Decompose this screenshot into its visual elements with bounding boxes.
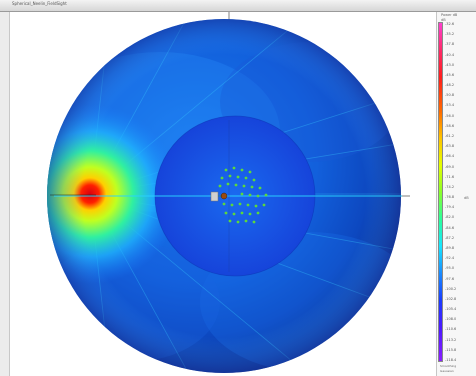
colorbar-tick-label: -89.8 xyxy=(445,246,455,250)
colorbar-gradient xyxy=(438,22,443,362)
colorbar-tick-label: -45.6 xyxy=(445,72,455,77)
colorbar-tick-label: -113.2 xyxy=(445,337,457,342)
legend-footer-line-2: Gaussian xyxy=(440,369,454,373)
colorbar-tick-label: -63.8 xyxy=(445,144,455,149)
colorbar-tick-label: -115.8 xyxy=(445,347,457,352)
3d-viewport[interactable] xyxy=(10,12,436,376)
colorbar-tick-label: -102.8 xyxy=(445,296,457,301)
colorbar-ticks: -32.6 -35.2 -37.8 -40.4 -43.0 -45.6 -48.2 -50.8… xyxy=(445,22,475,362)
colorbar-tick-label: -43.0 xyxy=(445,62,455,67)
colorbar-tick-label: -97.6 xyxy=(445,276,455,281)
colorbar-tick-label: -71.6 xyxy=(445,174,455,179)
colorbar-tick-label: -100.2 xyxy=(445,286,457,291)
colorbar-tick-label: -84.6 xyxy=(445,225,455,230)
title-bar: Spherical_Neelin_FieldSight xyxy=(0,0,476,12)
colorbar-tick-label: -110.6 xyxy=(445,327,457,332)
colorbar-tick-label: -58.6 xyxy=(445,123,455,128)
colorbar-tick-label: -37.8 xyxy=(445,42,455,47)
array-element-markers[interactable] xyxy=(218,166,268,224)
legend-subtitle: dB xyxy=(441,18,446,22)
legend-footer-line-1: Smoothing xyxy=(440,364,457,368)
colorbar-tick-label: -95.0 xyxy=(445,266,455,271)
colorbar-tick-label: -92.4 xyxy=(445,256,455,261)
colorbar-tick-label: -74.2 xyxy=(445,184,455,189)
colorbar-tick-label: -50.8 xyxy=(445,93,455,98)
colorbar-tick-label: -118.4 xyxy=(445,358,457,362)
colorbar-tick-label: -32.6 xyxy=(445,22,455,26)
colorbar-tick-label: -35.2 xyxy=(445,32,455,37)
colorbar-tick-label: -53.4 xyxy=(445,103,455,108)
colorbar-tick-label: -48.2 xyxy=(445,83,455,88)
legend-title: Power dB xyxy=(441,13,458,17)
colorbar-tick-label: -40.4 xyxy=(445,52,455,57)
colorbar-tick-label: -66.4 xyxy=(445,154,455,159)
colorbar-legend: Power dB dB -32.6 -35.2 -37.8 -40.4 -43.0 -45… xyxy=(436,12,476,376)
colorbar-tick-label: -56.0 xyxy=(445,113,455,118)
sphere-render[interactable] xyxy=(10,12,436,376)
colorbar-tick-label: -108.0 xyxy=(445,317,457,322)
colorbar-tick-label: -87.2 xyxy=(445,235,455,240)
legend-axis-marker: dB xyxy=(464,196,469,200)
colorbar-tick-label: -76.8 xyxy=(445,195,455,200)
colorbar-tick-label: -105.4 xyxy=(445,307,457,312)
window-title: Spherical_Neelin_FieldSight xyxy=(12,1,67,6)
colorbar-tick-label: -79.4 xyxy=(445,205,455,210)
colorbar-tick-label: -61.2 xyxy=(445,134,455,138)
colorbar-tick-label: -82.0 xyxy=(445,215,455,220)
colorbar-tick-label: -69.0 xyxy=(445,164,455,169)
left-frame-border xyxy=(0,12,10,376)
antenna-element-box[interactable] xyxy=(210,191,219,202)
